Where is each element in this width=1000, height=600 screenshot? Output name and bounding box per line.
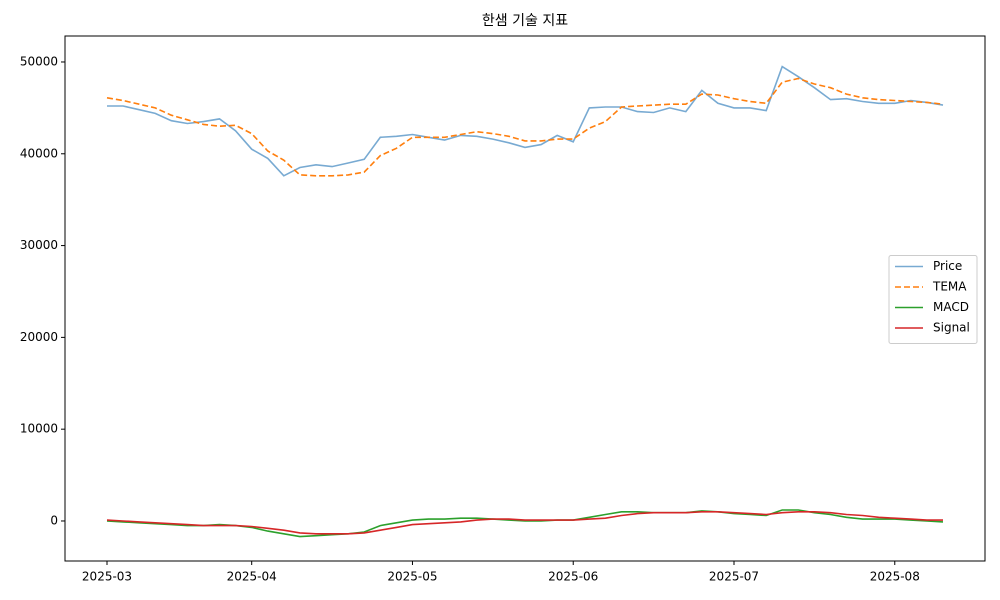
y-tick-label: 30000 <box>20 238 58 252</box>
x-tick-label: 2025-03 <box>82 570 132 584</box>
legend-label: Price <box>933 259 962 273</box>
y-tick-label: 10000 <box>20 422 58 436</box>
x-tick-label: 2025-07 <box>709 570 759 584</box>
series-line <box>106 77 944 177</box>
y-tick-label: 50000 <box>20 54 58 68</box>
y-tick-label: 20000 <box>20 330 58 344</box>
x-tick-label: 2025-05 <box>387 570 437 584</box>
legend-label: TEMA <box>932 280 967 294</box>
legend-box <box>888 255 978 344</box>
x-tick-label: 2025-06 <box>548 570 598 584</box>
legend-label: Signal <box>933 321 970 335</box>
legend-label: MACD <box>933 300 969 314</box>
series-line <box>106 511 943 535</box>
x-tick-label: 2025-04 <box>227 570 277 584</box>
plot-frame <box>64 35 986 562</box>
y-tick-label: 40000 <box>20 146 58 160</box>
y-tick-label: 0 <box>50 513 58 527</box>
chart-title: 한샘 기술 지표 <box>482 13 568 29</box>
x-tick-label: 2025-08 <box>870 570 920 584</box>
